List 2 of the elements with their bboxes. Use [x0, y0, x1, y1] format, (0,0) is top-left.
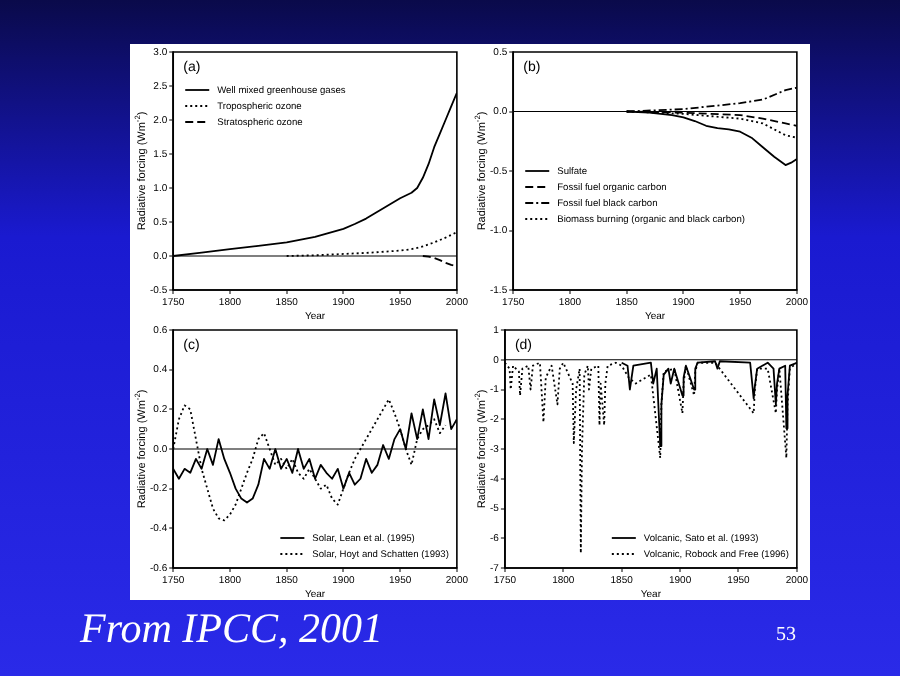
text: 53: [776, 624, 796, 646]
text: From IPCC, 2001: [80, 604, 383, 654]
